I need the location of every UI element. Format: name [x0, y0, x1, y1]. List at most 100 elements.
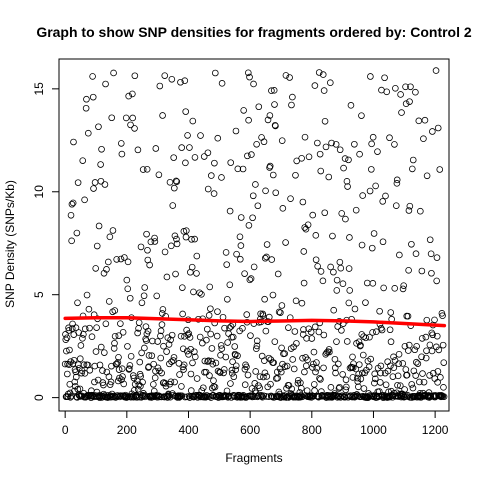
- data-point: [309, 364, 316, 371]
- data-point: [210, 377, 217, 384]
- data-point: [217, 342, 225, 349]
- data-point: [246, 276, 254, 284]
- data-point: [109, 393, 117, 401]
- data-point: [81, 370, 89, 377]
- data-point: [391, 285, 399, 292]
- data-point: [80, 361, 88, 369]
- x-axis: 0 200 400 600 800 1000 1200: [62, 410, 449, 437]
- data-point: [172, 270, 179, 278]
- data-point: [209, 360, 217, 368]
- data-point: [302, 362, 310, 370]
- data-point: [76, 385, 84, 393]
- data-point: [434, 368, 442, 375]
- data-point: [286, 74, 293, 81]
- data-point: [138, 299, 146, 307]
- data-point: [381, 74, 388, 82]
- data-point: [144, 327, 152, 335]
- data-point: [148, 352, 156, 360]
- data-point: [316, 375, 323, 382]
- data-point: [321, 209, 329, 217]
- data-point: [158, 321, 166, 328]
- data-point: [393, 176, 401, 184]
- data-point: [319, 277, 327, 285]
- data-point: [176, 371, 183, 378]
- data-point: [151, 234, 158, 242]
- data-point: [222, 249, 230, 256]
- data-point: [173, 178, 181, 185]
- data-point: [426, 236, 434, 244]
- data-point: [366, 187, 374, 195]
- data-point: [439, 312, 446, 320]
- data-point: [232, 127, 240, 135]
- data-point: [403, 371, 411, 379]
- data-point: [415, 117, 423, 125]
- data-point: [305, 153, 313, 161]
- data-point: [260, 373, 267, 381]
- data-point: [117, 255, 125, 263]
- data-point: [86, 324, 93, 332]
- data-point: [368, 140, 375, 148]
- data-point: [428, 347, 436, 355]
- data-point: [359, 192, 366, 199]
- data-point: [239, 325, 246, 332]
- data-point: [197, 132, 204, 139]
- data-point: [342, 386, 350, 394]
- data-point: [253, 342, 261, 350]
- data-point: [351, 305, 359, 313]
- data-point: [62, 331, 69, 338]
- data-point: [384, 367, 392, 375]
- data-point: [433, 254, 441, 261]
- data-point: [157, 354, 165, 362]
- data-point: [270, 359, 277, 366]
- data-point: [225, 392, 233, 400]
- data-point: [179, 284, 186, 291]
- data-point: [354, 392, 362, 399]
- data-point: [420, 378, 428, 386]
- data-point: [311, 82, 319, 89]
- data-point: [77, 342, 85, 349]
- data-point: [233, 250, 240, 258]
- data-point: [63, 347, 70, 355]
- data-point: [69, 320, 76, 328]
- trend-layer: [63, 316, 447, 328]
- data-point: [367, 73, 374, 80]
- data-point: [367, 355, 374, 363]
- trend-line: [63, 316, 447, 328]
- data-point: [387, 338, 395, 346]
- data-point: [257, 392, 265, 399]
- data-point: [180, 228, 188, 235]
- data-point: [65, 361, 73, 369]
- data-point: [120, 380, 128, 388]
- data-point: [234, 165, 242, 173]
- data-point: [399, 285, 407, 293]
- data-point: [79, 335, 86, 342]
- data-point: [418, 353, 425, 361]
- data-point: [182, 159, 189, 167]
- data-point: [369, 133, 377, 141]
- data-point: [277, 368, 285, 376]
- data-point: [422, 333, 430, 341]
- data-point: [118, 365, 126, 373]
- data-point: [67, 358, 75, 365]
- data-point: [358, 331, 366, 338]
- chart-title: Graph to show SNP densities for fragment…: [36, 24, 472, 40]
- data-point: [207, 330, 214, 338]
- data-point: [249, 192, 257, 200]
- data-point: [376, 307, 383, 315]
- data-point: [384, 358, 391, 366]
- data-point: [417, 207, 424, 215]
- data-point: [99, 367, 106, 374]
- data-point: [336, 383, 343, 391]
- data-point: [168, 75, 176, 83]
- data-point: [407, 83, 414, 91]
- data-point: [338, 327, 345, 334]
- data-point: [270, 87, 278, 94]
- data-point: [256, 384, 264, 392]
- data-point: [110, 345, 118, 352]
- y-axis-label: SNP Density (SNPs/Kb): [3, 180, 17, 308]
- data-point: [343, 178, 351, 185]
- data-point: [378, 326, 386, 334]
- data-point: [100, 381, 107, 389]
- data-point: [143, 230, 150, 238]
- data-point: [137, 382, 144, 390]
